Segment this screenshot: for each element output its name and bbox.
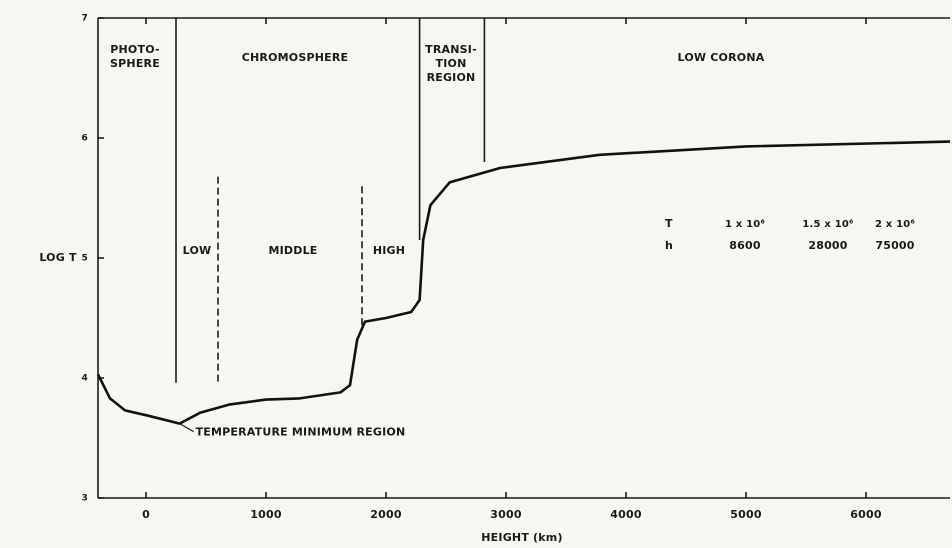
annotation-leader (179, 423, 194, 433)
region-label: TRANSI- (425, 43, 477, 56)
y-tick-label: 4 (82, 374, 88, 384)
x-tick-label: 6000 (850, 508, 882, 521)
x-tick-label: 5000 (730, 508, 762, 521)
subregion-label: LOW (183, 244, 212, 257)
temperature-curve (96, 140, 951, 425)
table-cell: 28000 (808, 239, 847, 252)
region-label: LOW CORONA (678, 51, 765, 64)
region-label: CHROMOSPHERE (242, 51, 349, 64)
y-tick-label: 5 (82, 254, 88, 264)
x-axis-label: HEIGHT (km) (481, 531, 562, 544)
y-tick-label: 3 (82, 494, 88, 504)
x-tick-label: 2000 (370, 508, 402, 521)
y-tick-label: 6 (82, 134, 88, 144)
table-cell: 1 x 10⁶ (725, 219, 765, 230)
region-label: TION (436, 57, 467, 70)
annotation-label: TEMPERATURE MINIMUM REGION (196, 426, 406, 439)
table-cell: T (665, 217, 673, 230)
table-cell: 2 x 10⁶ (875, 219, 915, 230)
subregion-label: MIDDLE (268, 244, 317, 257)
x-tick-label: 4000 (610, 508, 642, 521)
subregion-label: HIGH (373, 244, 405, 257)
x-tick-label: 0 (142, 508, 150, 521)
y-tick-label: 7 (82, 14, 88, 24)
region-label: REGION (427, 71, 476, 84)
region-label: SPHERE (110, 57, 160, 70)
y-axis-label: LOG T (39, 251, 77, 264)
table-cell: 1.5 x 10⁶ (802, 219, 853, 230)
x-tick-label: 1000 (250, 508, 282, 521)
table-cell: 8600 (729, 239, 761, 252)
region-label: PHOTO- (110, 43, 159, 56)
table-cell: h (665, 239, 673, 252)
table-cell: 75000 (875, 239, 914, 252)
x-tick-label: 3000 (490, 508, 522, 521)
